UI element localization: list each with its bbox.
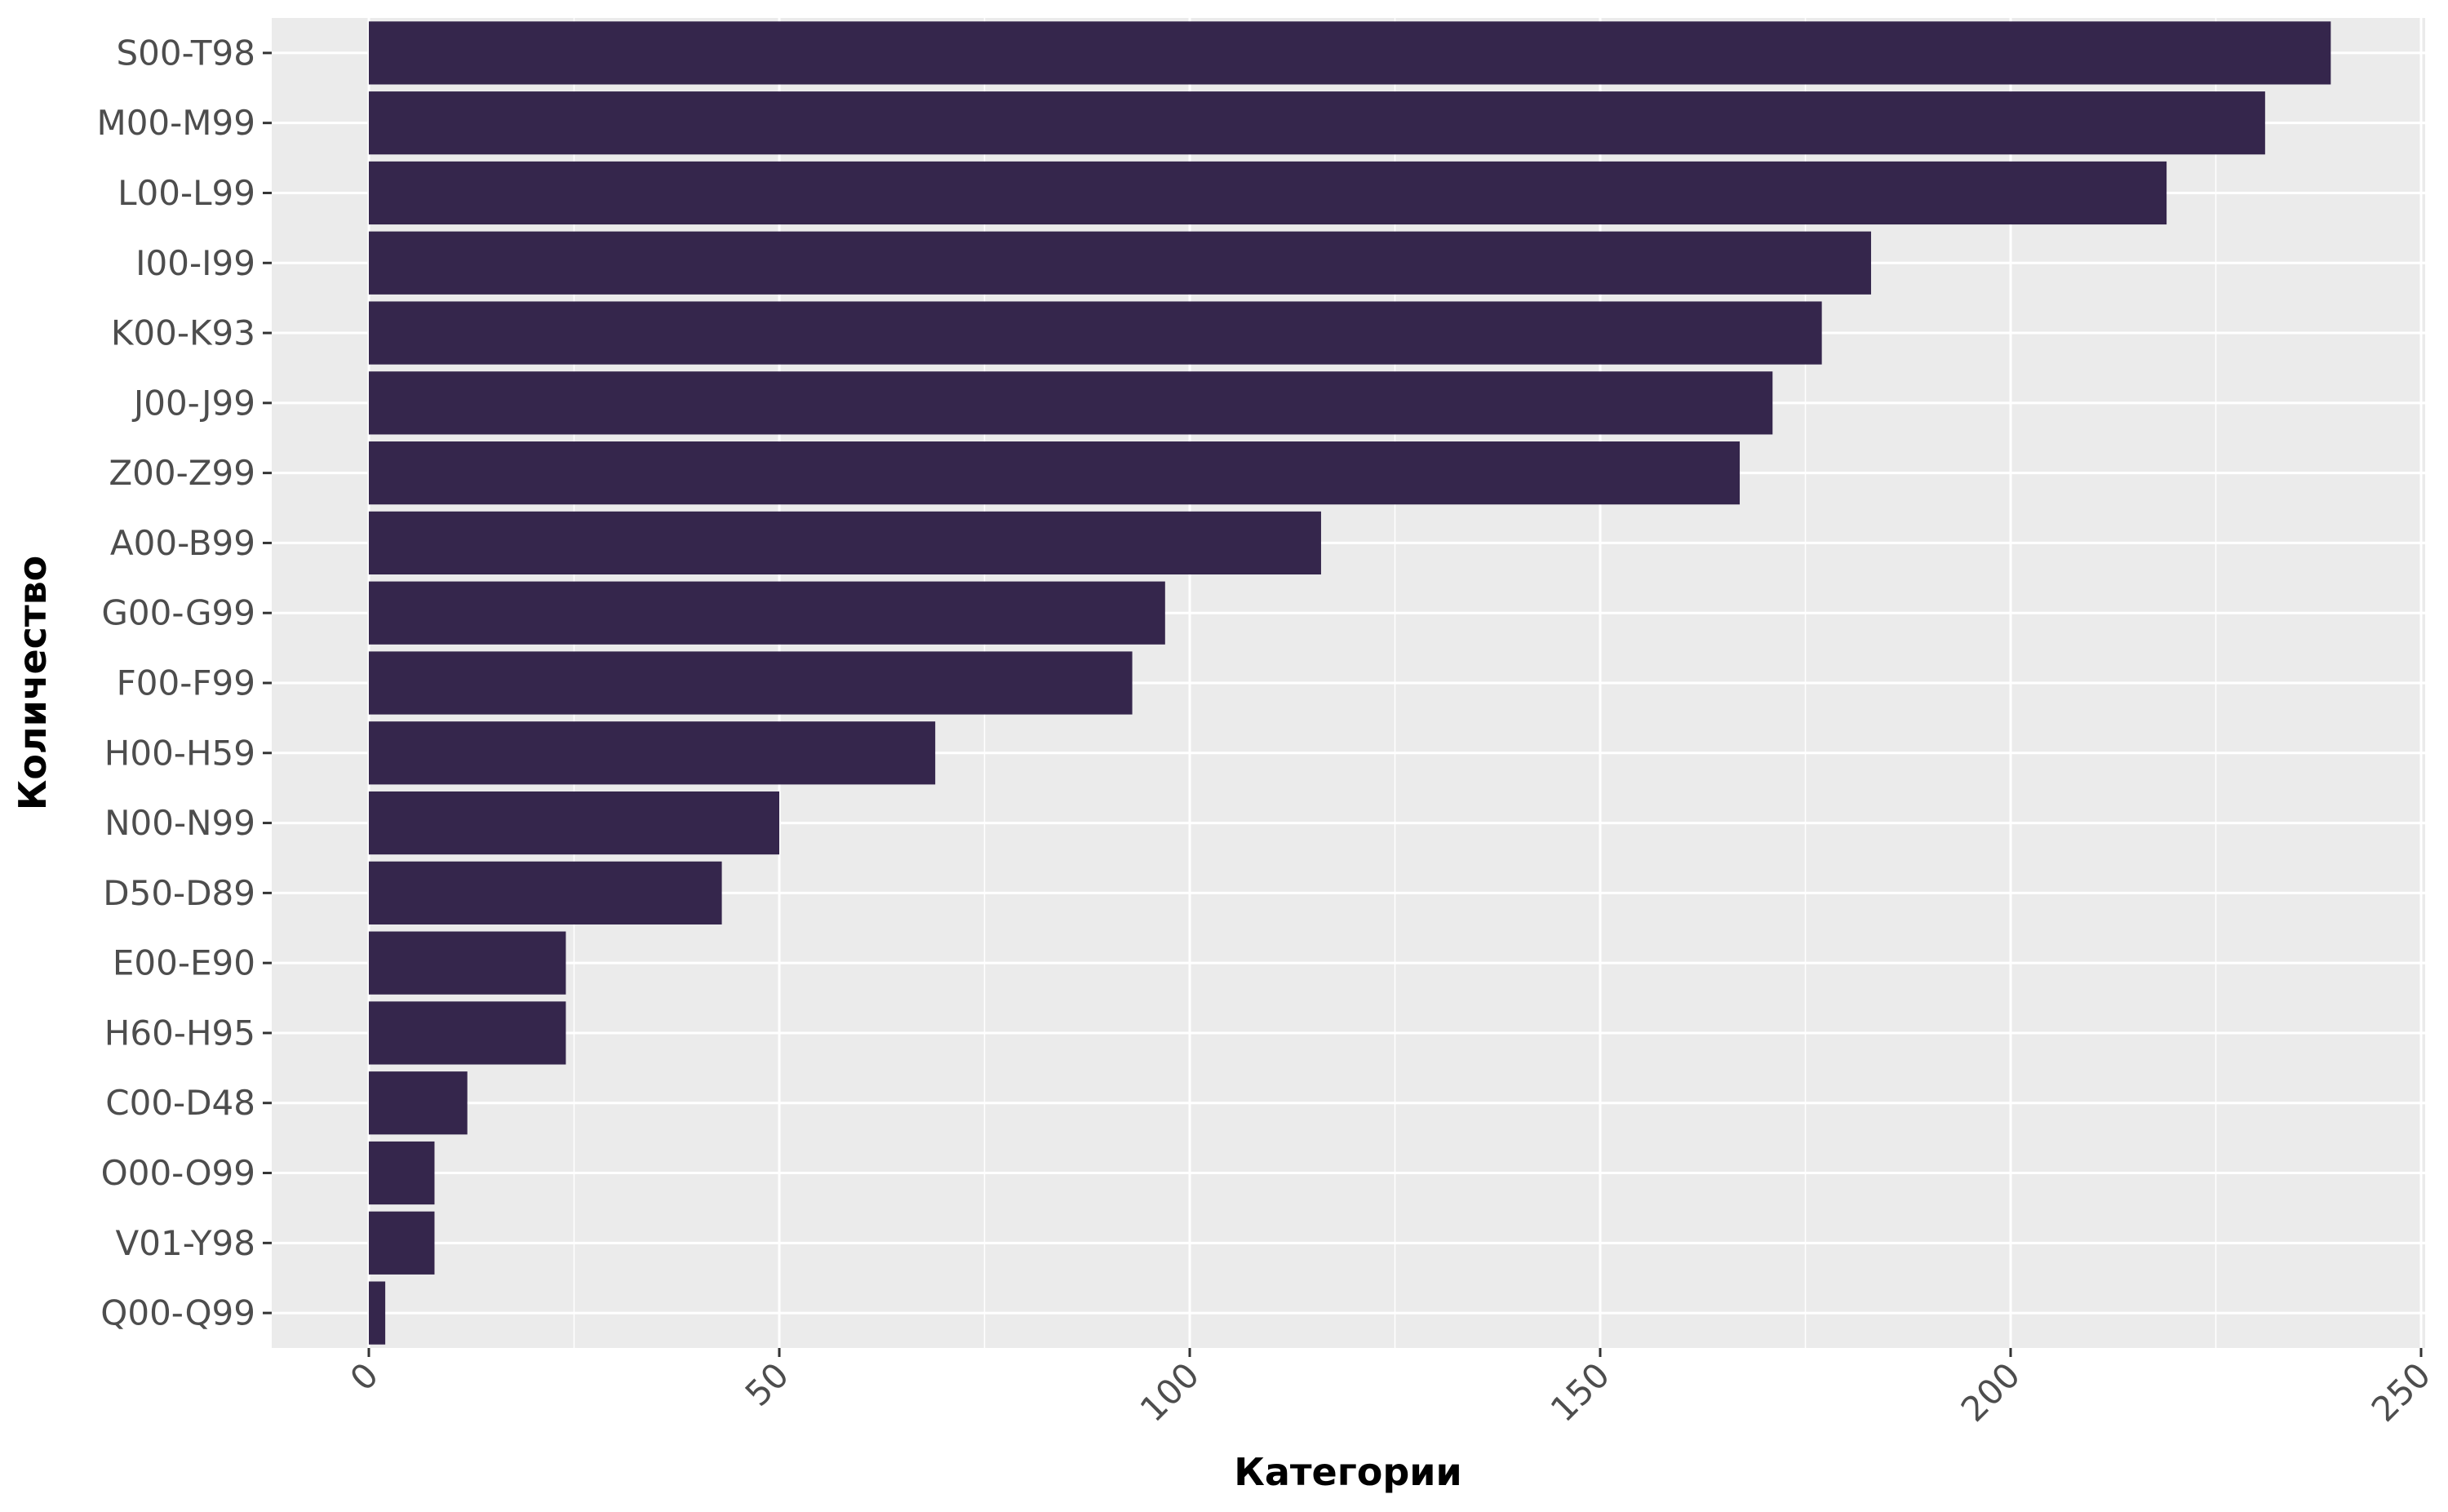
y-tick-label: H60-H95 bbox=[104, 1013, 255, 1053]
x-tick-label: 50 bbox=[738, 1355, 796, 1413]
bar-O00-O99 bbox=[369, 1141, 435, 1205]
x-tick-label: 100 bbox=[1133, 1355, 1207, 1429]
bar-L00-L99 bbox=[369, 161, 2167, 225]
y-tick-label: D50-D89 bbox=[103, 873, 255, 913]
bar-H00-H59 bbox=[369, 721, 936, 785]
bar-G00-G99 bbox=[369, 581, 1165, 645]
bar-Q00-Q99 bbox=[369, 1281, 386, 1345]
y-tick-label: I00-I99 bbox=[135, 243, 255, 283]
bar-H60-H95 bbox=[369, 1001, 566, 1065]
y-tick-label: C00-D48 bbox=[105, 1083, 255, 1123]
bar-N00-N99 bbox=[369, 791, 779, 855]
bar-J00-J99 bbox=[369, 371, 1773, 435]
bar-A00-B99 bbox=[369, 511, 1321, 575]
bar-M00-M99 bbox=[369, 91, 2265, 155]
y-tick-label: O00-O99 bbox=[101, 1153, 255, 1193]
x-tick-label: 150 bbox=[1543, 1355, 1617, 1429]
x-tick-label: 0 bbox=[343, 1355, 387, 1399]
bar-E00-E90 bbox=[369, 931, 566, 995]
y-tick-label: S00-T98 bbox=[116, 33, 255, 73]
bar-F00-F99 bbox=[369, 651, 1133, 715]
y-tick-label: Q00-Q99 bbox=[100, 1293, 255, 1333]
bars bbox=[369, 21, 2331, 1345]
y-tick-label: L00-L99 bbox=[118, 173, 255, 213]
y-tick-label: G00-G99 bbox=[101, 593, 255, 633]
y-tick-label: K00-K93 bbox=[111, 313, 255, 353]
bar-V01-Y98 bbox=[369, 1211, 435, 1275]
y-tick-label: Z00-Z99 bbox=[109, 453, 255, 493]
x-axis-title: Категории bbox=[1234, 1450, 1462, 1494]
y-axis: S00-T98 M00-M99 L00-L99 I00-I99 K00-K93 J00-J… bbox=[96, 33, 272, 1333]
bar-C00-D48 bbox=[369, 1071, 468, 1135]
y-axis-title: Количество bbox=[11, 556, 55, 811]
bar-D50-D89 bbox=[369, 861, 722, 924]
y-tick-label: M00-M99 bbox=[96, 103, 255, 143]
y-tick-label: A00-B99 bbox=[110, 523, 255, 563]
y-tick-label: V01-Y98 bbox=[116, 1223, 255, 1263]
bar-I00-I99 bbox=[369, 231, 1871, 295]
x-tick-label: 250 bbox=[2364, 1355, 2438, 1429]
y-tick-label: E00-E90 bbox=[113, 943, 255, 983]
y-tick-label: J00-J99 bbox=[131, 383, 255, 423]
x-axis: 0 50 100 150 200 250 bbox=[343, 1348, 2438, 1430]
bar-Z00-Z99 bbox=[369, 441, 1741, 505]
x-tick-label: 200 bbox=[1954, 1355, 2028, 1429]
y-tick-label: F00-F99 bbox=[117, 663, 255, 703]
bar-K00-K93 bbox=[369, 301, 1822, 365]
bar-S00-T98 bbox=[369, 21, 2331, 85]
y-tick-label: H00-H59 bbox=[104, 733, 255, 773]
y-tick-label: N00-N99 bbox=[104, 803, 255, 843]
